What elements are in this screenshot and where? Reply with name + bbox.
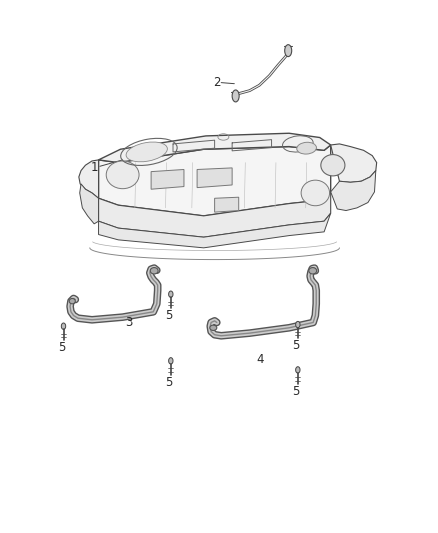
Ellipse shape [169,358,173,364]
Polygon shape [99,133,331,163]
Ellipse shape [232,90,239,102]
Ellipse shape [309,268,317,274]
Text: 5: 5 [165,309,172,322]
Ellipse shape [69,298,75,304]
Ellipse shape [169,291,173,297]
Ellipse shape [321,155,345,176]
Polygon shape [151,169,184,189]
Polygon shape [79,160,99,198]
Polygon shape [331,144,377,182]
Text: 3: 3 [126,316,133,329]
Text: 2: 2 [213,76,221,89]
Ellipse shape [297,142,316,154]
Polygon shape [331,171,376,211]
Text: 5: 5 [165,376,172,389]
Polygon shape [99,192,331,237]
Ellipse shape [150,268,158,274]
Ellipse shape [61,323,66,329]
Polygon shape [99,213,331,248]
Polygon shape [215,197,239,212]
Ellipse shape [301,180,330,206]
Text: 4: 4 [257,353,265,366]
Polygon shape [99,145,331,216]
Ellipse shape [126,142,167,162]
Polygon shape [80,184,99,224]
Text: 1: 1 [90,161,98,174]
Ellipse shape [296,367,300,373]
Text: 5: 5 [292,340,299,352]
Polygon shape [197,168,232,188]
Ellipse shape [210,325,217,330]
Ellipse shape [296,321,300,328]
Ellipse shape [106,161,139,189]
Text: 5: 5 [292,385,299,398]
Text: 5: 5 [58,341,65,354]
Ellipse shape [285,45,292,56]
